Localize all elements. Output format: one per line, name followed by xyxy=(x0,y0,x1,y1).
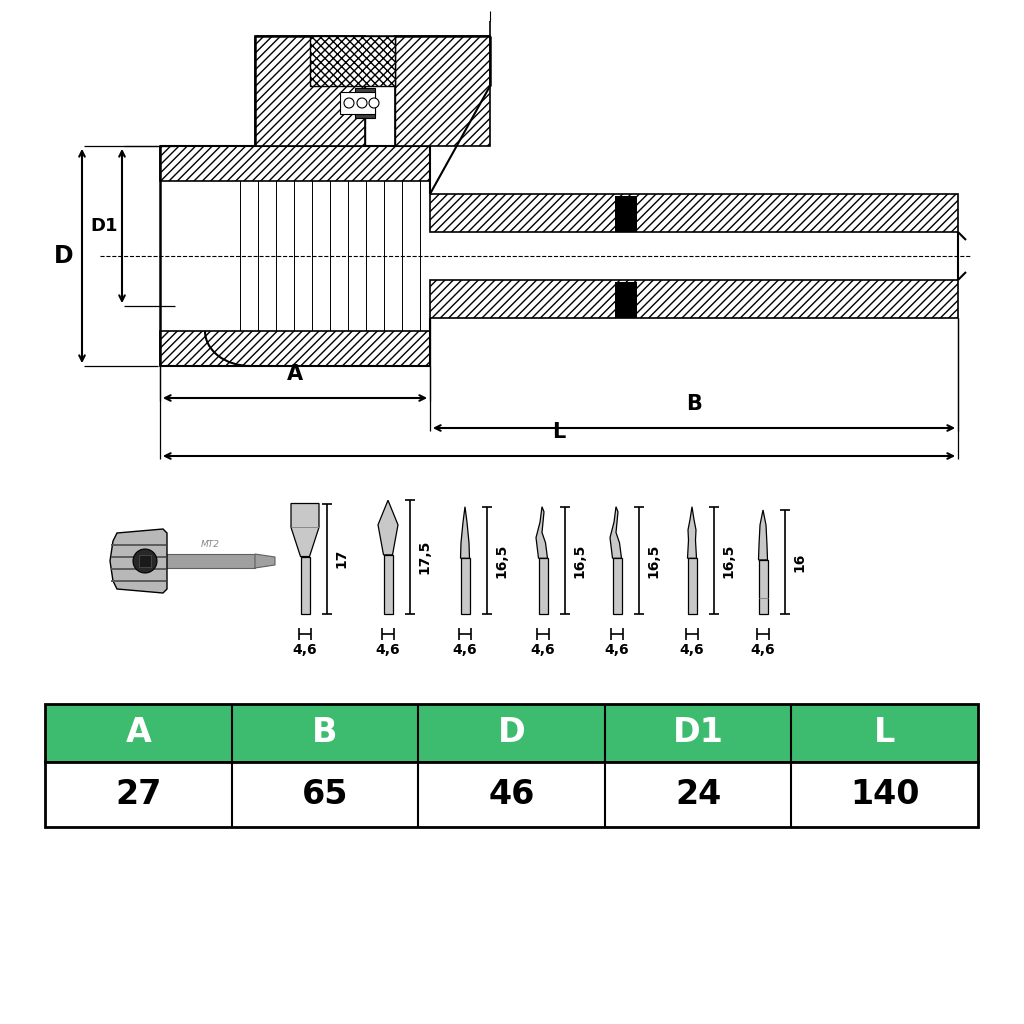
Bar xyxy=(615,282,637,318)
Bar xyxy=(300,556,309,614)
Bar xyxy=(395,36,490,146)
Polygon shape xyxy=(610,507,622,558)
Circle shape xyxy=(369,98,379,108)
Bar xyxy=(461,558,469,614)
Bar xyxy=(45,762,978,827)
Text: 4,6: 4,6 xyxy=(453,643,477,657)
Text: A: A xyxy=(125,717,152,750)
Text: 4,6: 4,6 xyxy=(293,643,317,657)
Bar xyxy=(759,560,768,614)
Text: 65: 65 xyxy=(302,778,348,811)
Text: B: B xyxy=(686,394,701,414)
Text: D: D xyxy=(498,717,525,750)
Polygon shape xyxy=(291,504,319,556)
Text: B: B xyxy=(312,717,338,750)
Polygon shape xyxy=(110,529,167,593)
Bar xyxy=(160,146,430,181)
Text: D1: D1 xyxy=(90,217,118,234)
Circle shape xyxy=(357,98,367,108)
Text: 4,6: 4,6 xyxy=(605,643,630,657)
Polygon shape xyxy=(255,554,275,568)
Circle shape xyxy=(344,98,354,108)
Text: 16,5: 16,5 xyxy=(494,543,508,578)
Polygon shape xyxy=(687,507,696,558)
Text: L: L xyxy=(874,717,895,750)
Text: 4,6: 4,6 xyxy=(680,643,705,657)
Bar xyxy=(539,558,548,614)
Bar xyxy=(255,36,365,146)
Text: 4,6: 4,6 xyxy=(530,643,555,657)
Circle shape xyxy=(133,549,157,573)
Polygon shape xyxy=(378,501,398,555)
Bar xyxy=(355,88,375,118)
Bar xyxy=(430,232,958,280)
Bar xyxy=(430,194,958,232)
Polygon shape xyxy=(461,507,469,558)
Bar xyxy=(45,705,978,762)
Text: 17,5: 17,5 xyxy=(417,540,431,574)
Text: L: L xyxy=(552,422,565,442)
Bar xyxy=(160,554,255,568)
Text: 16,5: 16,5 xyxy=(721,543,735,578)
Text: 46: 46 xyxy=(488,778,535,811)
Bar xyxy=(687,558,696,614)
Bar xyxy=(310,36,395,86)
Bar xyxy=(340,92,375,114)
Text: D1: D1 xyxy=(673,717,724,750)
Text: 16,5: 16,5 xyxy=(572,543,586,578)
Text: 4,6: 4,6 xyxy=(751,643,775,657)
Bar xyxy=(384,555,392,614)
Polygon shape xyxy=(759,510,768,560)
Text: 4,6: 4,6 xyxy=(376,643,400,657)
Text: 140: 140 xyxy=(850,778,920,811)
Text: MT2: MT2 xyxy=(201,540,219,549)
Text: 27: 27 xyxy=(115,778,162,811)
Text: 16: 16 xyxy=(792,552,806,571)
Polygon shape xyxy=(536,507,548,558)
Text: 16,5: 16,5 xyxy=(646,543,660,578)
Bar xyxy=(160,331,430,366)
Text: 24: 24 xyxy=(675,778,721,811)
Bar xyxy=(430,280,958,318)
Bar xyxy=(139,555,151,567)
Text: A: A xyxy=(287,364,303,384)
Text: D: D xyxy=(54,244,74,268)
Bar xyxy=(615,196,637,232)
Bar xyxy=(612,558,622,614)
Text: 17: 17 xyxy=(334,549,348,568)
